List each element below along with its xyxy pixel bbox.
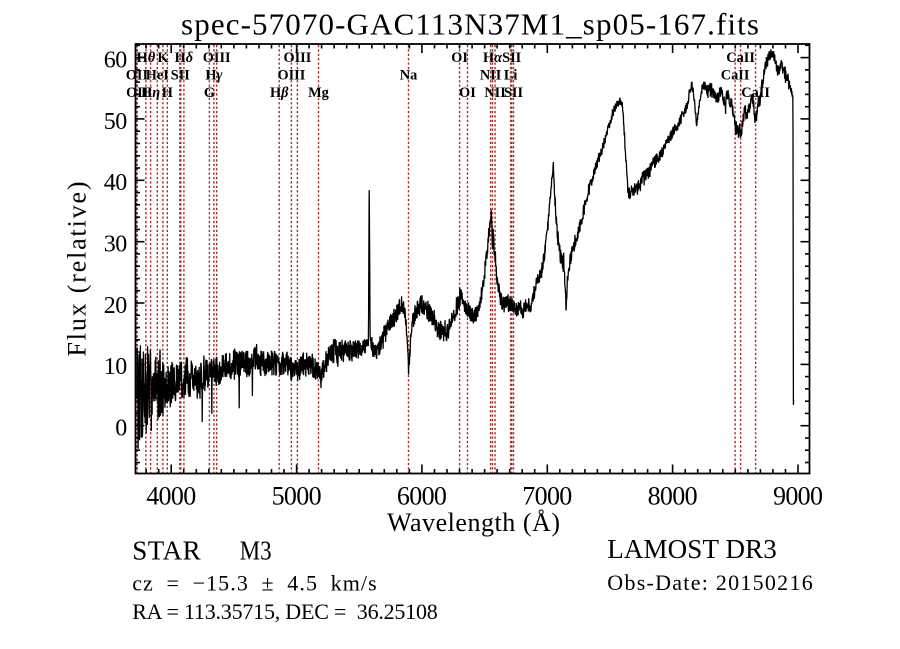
svg-text:Obs-Date: 20150216: Obs-Date: 20150216 [607, 570, 812, 595]
svg-text:OII: OII [126, 68, 149, 84]
svg-text:spec-57070-GAC113N37M1_sp05-16: spec-57070-GAC113N37M1_sp05-167.fits [181, 7, 759, 42]
svg-text:Hγ: Hγ [205, 68, 222, 84]
svg-text:M3: M3 [240, 536, 272, 566]
svg-text:Hδ: Hδ [175, 50, 193, 66]
svg-text:20: 20 [104, 293, 128, 319]
svg-text:9000: 9000 [773, 482, 823, 511]
svg-text:Hα: Hα [483, 50, 503, 66]
svg-text:Hη: Hη [141, 85, 160, 101]
svg-text:cz = −15.3 ± 4.5 km/s: cz = −15.3 ± 4.5 km/s [132, 571, 377, 596]
svg-text:NII: NII [484, 85, 506, 101]
svg-text:G: G [204, 85, 215, 101]
svg-text:Hβ: Hβ [270, 85, 289, 101]
svg-text:Hθ: Hθ [137, 50, 156, 66]
svg-text:H: H [162, 85, 173, 101]
svg-text:CaII: CaII [721, 68, 750, 84]
svg-text:STAR: STAR [132, 536, 201, 566]
svg-text:Li: Li [504, 68, 518, 84]
svg-text:OIII: OIII [277, 68, 305, 84]
svg-text:7000: 7000 [522, 482, 572, 511]
svg-text:60: 60 [104, 48, 128, 74]
svg-text:30: 30 [104, 232, 128, 258]
svg-text:CaII: CaII [741, 85, 770, 101]
svg-text:OI: OI [459, 85, 476, 101]
svg-text:RA = 113.35715, DEC = 36.2510: RA = 113.35715, DEC = 36.25108 [132, 599, 438, 624]
svg-text:4000: 4000 [146, 482, 196, 511]
svg-text:Mg: Mg [308, 85, 329, 101]
svg-text:OIII: OIII [283, 50, 311, 66]
svg-text:OIII: OIII [203, 50, 231, 66]
svg-text:SII: SII [171, 68, 191, 84]
svg-text:OII: OII [126, 85, 149, 101]
svg-text:40: 40 [104, 170, 128, 196]
svg-text:OI: OI [451, 50, 468, 66]
svg-text:NII: NII [480, 68, 502, 84]
svg-text:Na: Na [400, 68, 417, 84]
svg-text:50: 50 [104, 109, 128, 135]
svg-text:Wavelength (Å): Wavelength (Å) [387, 508, 560, 537]
svg-text:SII: SII [504, 85, 524, 101]
svg-text:8000: 8000 [648, 482, 698, 511]
svg-text:SII: SII [502, 50, 522, 66]
svg-text:CaII: CaII [726, 50, 755, 66]
svg-text:Flux (relative): Flux (relative) [63, 182, 92, 357]
svg-text:HeI: HeI [146, 68, 169, 84]
svg-text:0: 0 [115, 416, 127, 442]
svg-text:10: 10 [104, 354, 128, 380]
svg-text:LAMOST DR3: LAMOST DR3 [607, 534, 776, 564]
svg-text:K: K [157, 50, 169, 66]
svg-text:5000: 5000 [272, 482, 322, 511]
svg-text:6000: 6000 [397, 482, 447, 511]
